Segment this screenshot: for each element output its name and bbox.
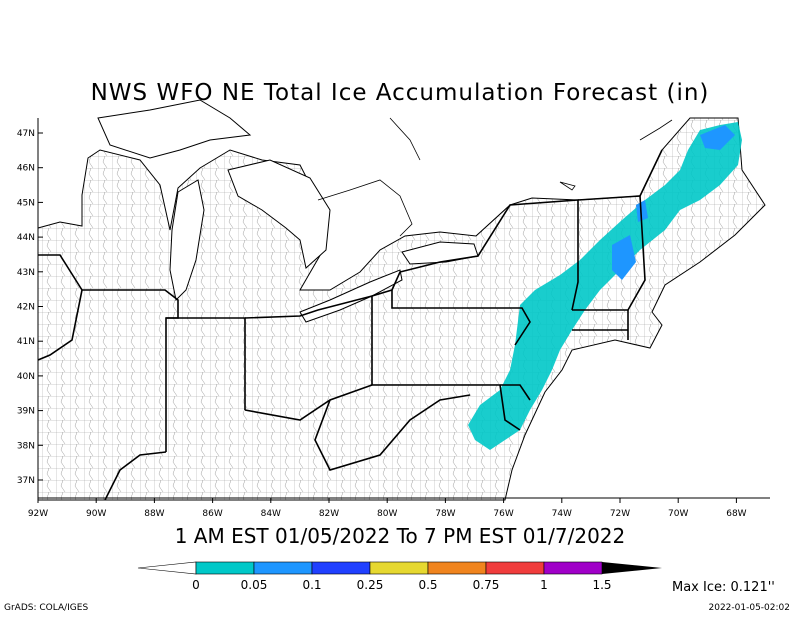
lat-label: 47N [17, 129, 35, 139]
lon-label: 90W [86, 509, 106, 519]
ice-area-northeast [468, 122, 742, 450]
lon-label: 80W [377, 509, 397, 519]
lon-label: 72W [610, 509, 630, 519]
canada-outline [317, 117, 511, 237]
map-frame [37, 118, 770, 499]
colorbar-label: 0.25 [357, 578, 384, 592]
lat-label: 42N [17, 303, 35, 313]
lon-label: 88W [144, 509, 164, 519]
lat-label: 41N [17, 337, 35, 347]
lon-label: 78W [435, 509, 455, 519]
lake-michigan [169, 179, 205, 302]
lat-label: 38N [17, 441, 35, 451]
colorbar-label: 0.1 [302, 578, 321, 592]
ice-area-vt-max [636, 200, 648, 222]
lat-label: 43N [17, 268, 35, 278]
colorbar-label: 1 [540, 578, 548, 592]
lake-erie [299, 269, 403, 323]
lat-label: 44N [17, 233, 35, 243]
colorbar-above-arrow [602, 562, 662, 574]
colorbar-segment [253, 561, 313, 575]
max-ice-label: Max Ice: 0.121'' [672, 580, 775, 595]
lat-label: 39N [17, 407, 35, 417]
lon-label: 70W [668, 509, 688, 519]
colorbar-label: 0.5 [418, 578, 437, 592]
colorbar-segment [427, 561, 487, 575]
colorbar-label: 0 [192, 578, 200, 592]
valid-period: 1 AM EST 01/05/2022 To 7 PM EST 01/7/202… [174, 524, 626, 548]
lat-label: 46N [17, 164, 35, 174]
colorbar-segment [369, 561, 429, 575]
lat-label: 45N [17, 198, 35, 208]
colorbar-segment [485, 561, 545, 575]
grads-credit: GrADS: COLA/IGES [4, 603, 89, 613]
ice-area-nh-max [612, 235, 636, 280]
timestamp: 2022-01-05-02:02 [708, 603, 791, 613]
colorbar-segment [311, 561, 371, 575]
lat-label: 37N [17, 476, 35, 486]
colorbar-label: 0.75 [473, 578, 500, 592]
lon-label: 76W [493, 509, 513, 519]
lon-label: 68W [726, 509, 746, 519]
lon-label: 84W [261, 509, 281, 519]
lake-huron [227, 159, 331, 269]
gulf-st-lawrence [559, 119, 673, 191]
colorbar-segment [543, 561, 603, 575]
latitude-ticks: 47N 46N 45N 44N 43N 42N 41N 40N 39N 38N 37N [17, 129, 43, 486]
state-borders [37, 149, 663, 501]
lon-label: 82W [319, 509, 339, 519]
lon-label: 74W [552, 509, 572, 519]
colorbar-label: 1.5 [592, 578, 611, 592]
lon-label: 92W [28, 509, 48, 519]
colorbar-below-arrow [137, 561, 197, 575]
lon-label: 86W [202, 509, 222, 519]
lake-superior [97, 99, 252, 159]
colorbar-segment [195, 561, 255, 575]
longitude-ticks: 92W 90W 88W 86W 84W 82W 80W 78W 76W 74W 72W 70W 68W [28, 498, 747, 519]
colorbar-label: 0.05 [241, 578, 268, 592]
lat-label: 40N [17, 372, 35, 382]
ice-area-maine-max [700, 125, 735, 150]
